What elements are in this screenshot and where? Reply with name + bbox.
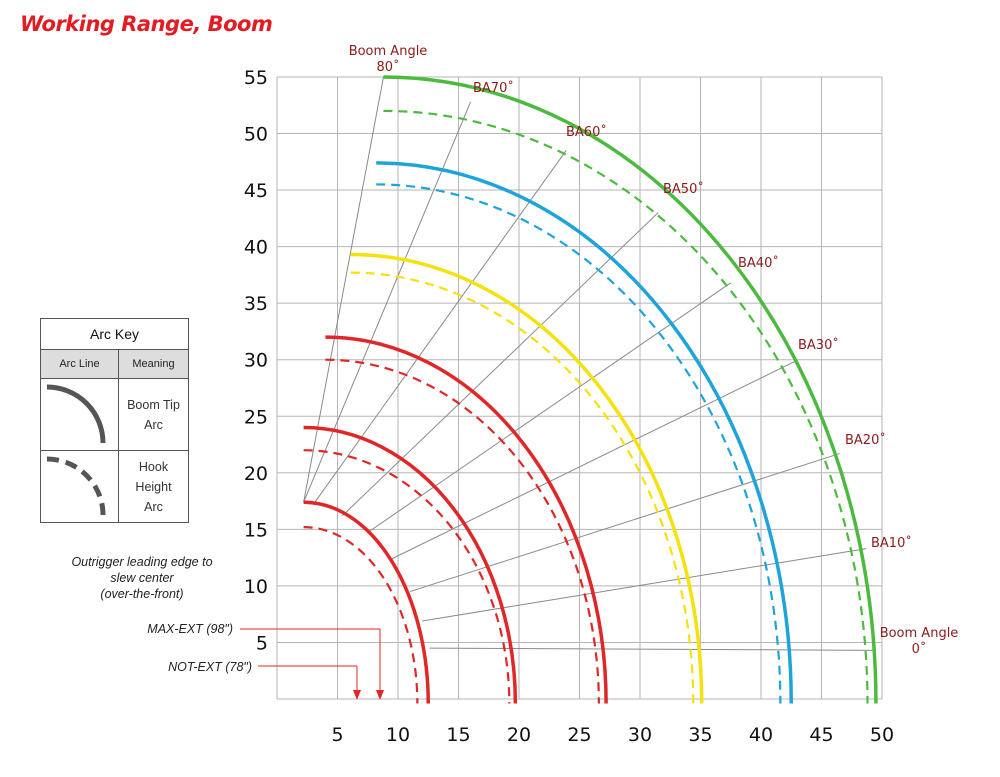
- y-tick-label: 50: [244, 124, 268, 146]
- arc-key-col-line: Arc Line: [41, 350, 119, 378]
- solid-arc-swatch: [41, 379, 119, 450]
- y-tick-label: 45: [244, 180, 268, 202]
- boom-angle-line: [341, 212, 659, 517]
- x-tick-label: 10: [386, 724, 410, 746]
- y-tick-label: 15: [244, 519, 268, 541]
- hook-height-arc: [350, 271, 695, 704]
- not-ext-label: NOT-EXT (78"): [168, 660, 252, 674]
- boom-angle-line: [303, 76, 384, 503]
- x-tick-label: 30: [628, 724, 652, 746]
- boom-angle-line: [368, 282, 732, 533]
- y-tick-label: 35: [244, 293, 268, 315]
- x-tick-label: 45: [809, 724, 833, 746]
- x-tick-label: 25: [567, 724, 591, 746]
- boom-angle-labels: Boom Angle 80˚ BA70˚ BA60˚ BA50˚ BA40˚ B…: [349, 44, 959, 657]
- x-tick-label: 5: [331, 724, 343, 746]
- ba0-label-line1: Boom Angle: [880, 626, 959, 641]
- outrigger-note-line2: slew center: [110, 571, 174, 585]
- boom-angle-line: [422, 548, 867, 622]
- range-arcs: [303, 75, 878, 704]
- boom-tip-arc: [383, 75, 878, 704]
- dashed-arc-swatch: [41, 451, 119, 522]
- hook-height-arc: [303, 525, 419, 704]
- hook-height-meaning: Hook Height Arc: [135, 459, 172, 514]
- ba0-label-line2: 0˚: [912, 641, 927, 657]
- y-tick-label: 40: [244, 237, 268, 259]
- y-tick-label: 5: [256, 632, 268, 654]
- x-tick-label: 50: [870, 724, 894, 746]
- ba50-label: BA50˚: [663, 181, 704, 197]
- outrigger-note-line1: Outrigger leading edge to: [71, 555, 212, 569]
- boom-tip-arc: [376, 161, 793, 704]
- ba60-label: BA60˚: [566, 124, 607, 140]
- max-ext-arrow: [376, 690, 384, 700]
- ba80-label-line1: Boom Angle: [349, 44, 428, 59]
- x-tick-label: 15: [446, 724, 470, 746]
- x-tick-label: 20: [507, 724, 531, 746]
- axis-layer: 5 10 15 20 25 30 35 40 45 50 5 10 15 20 25 30 35 40 45 50 55: [244, 67, 894, 746]
- hook-height-arc: [303, 449, 511, 704]
- hook-height-arc: [383, 109, 869, 704]
- outrigger-note-line3: (over-the-front): [100, 587, 183, 601]
- not-ext-arrow: [353, 690, 361, 700]
- arc-key-row-boom-tip: Boom Tip Arc: [41, 379, 188, 451]
- x-tick-label: 40: [749, 724, 773, 746]
- ba30-label: BA30˚: [798, 337, 839, 353]
- boom-tip-arc: [350, 252, 704, 704]
- y-tick-label: 25: [244, 406, 268, 428]
- ba80-label-line2: 80˚: [376, 59, 399, 75]
- ba70-label: BA70˚: [473, 80, 514, 96]
- arc-key-header: Arc Line Meaning: [41, 350, 188, 379]
- ba20-label: BA20˚: [845, 432, 886, 448]
- y-tick-label: 30: [244, 350, 268, 372]
- arc-key-legend: Arc Key Arc Line Meaning Boom Tip Arc Hoo…: [40, 318, 189, 523]
- hook-height-arc: [376, 183, 782, 704]
- page-title: Working Range, Boom: [20, 12, 273, 36]
- boom-tip-arc: [303, 500, 430, 704]
- boom-tip-arc: [325, 335, 608, 704]
- y-tick-label: 10: [244, 576, 268, 598]
- x-tick-label: 35: [688, 724, 712, 746]
- boom-tip-arc: [303, 425, 518, 704]
- arc-key-row-hook-height: Hook Height Arc: [41, 451, 188, 522]
- max-ext-label: MAX-EXT (98"): [147, 622, 233, 636]
- ba10-label: BA10˚: [871, 535, 912, 551]
- arc-key-col-meaning: Meaning: [132, 358, 175, 370]
- outrigger-markers: MAX-EXT (98") NOT-EXT (78") Outrigger le…: [71, 555, 384, 700]
- hook-height-arc: [325, 358, 600, 704]
- arc-key-title: Arc Key: [41, 319, 188, 350]
- y-tick-label: 20: [244, 463, 268, 485]
- ba40-label: BA40˚: [738, 255, 779, 271]
- boom-angle-line: [409, 453, 840, 593]
- boom-angle-line: [312, 150, 567, 505]
- y-tick-label: 55: [244, 67, 268, 89]
- boom-tip-meaning: Boom Tip Arc: [127, 397, 180, 432]
- boom-angle-line: [429, 647, 876, 651]
- boom-angle-line: [391, 360, 797, 560]
- grid-layer: [276, 76, 883, 700]
